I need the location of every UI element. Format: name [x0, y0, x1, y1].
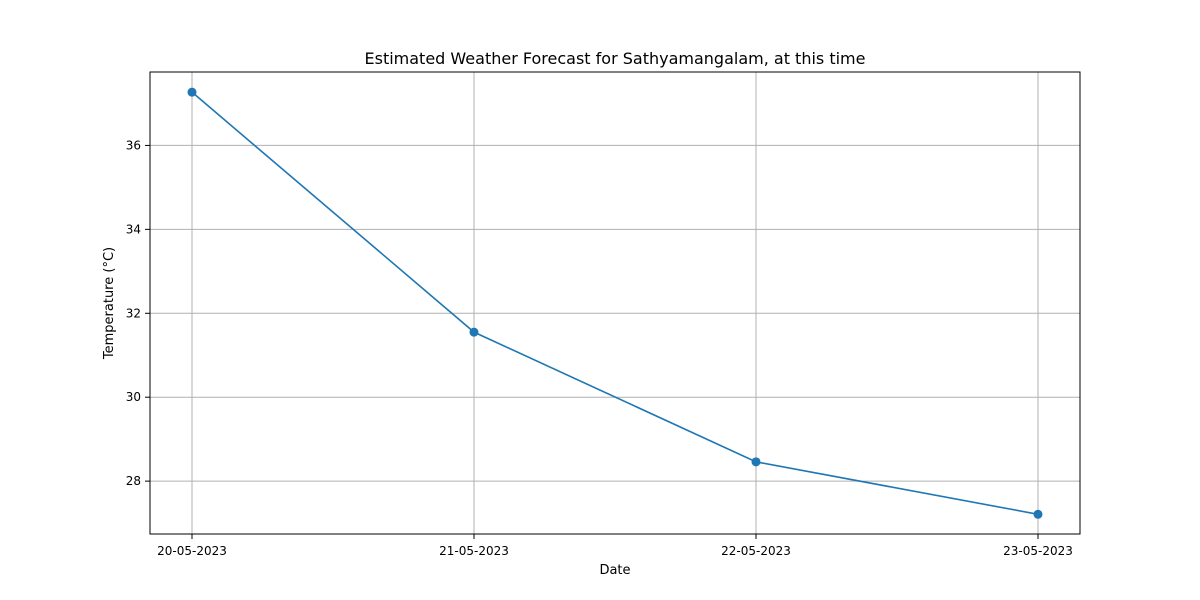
- data-point: [469, 327, 479, 337]
- data-point: [187, 87, 197, 97]
- y-tick-label: 30: [126, 390, 141, 404]
- x-tick-label: 20-05-2023: [157, 544, 227, 558]
- chart-title: Estimated Weather Forecast for Sathyaman…: [365, 49, 866, 68]
- grid-lines: [150, 72, 1080, 534]
- data-point: [1033, 509, 1043, 519]
- x-tick-label: 22-05-2023: [721, 544, 791, 558]
- plot-area-frame: [149, 71, 1081, 535]
- series-line-layer: [191, 91, 1039, 516]
- series-line: [191, 91, 1039, 516]
- y-tick-label: 32: [126, 306, 141, 320]
- y-tick-label: 28: [126, 474, 141, 488]
- data-point: [751, 457, 761, 467]
- x-axis-label: Date: [599, 563, 630, 578]
- x-tick-label: 21-05-2023: [439, 544, 509, 558]
- y-tick-label: 36: [126, 138, 141, 152]
- x-axis-ticks: 20-05-2023 21-05-2023 22-05-2023 23-05-2023: [157, 534, 1073, 558]
- y-axis-label: Temperature (°C): [102, 247, 117, 360]
- y-axis-ticks: 28 30 32 34 36: [126, 138, 150, 488]
- y-tick-label: 34: [126, 222, 141, 236]
- data-points: [187, 87, 1043, 519]
- x-tick-label: 23-05-2023: [1003, 544, 1073, 558]
